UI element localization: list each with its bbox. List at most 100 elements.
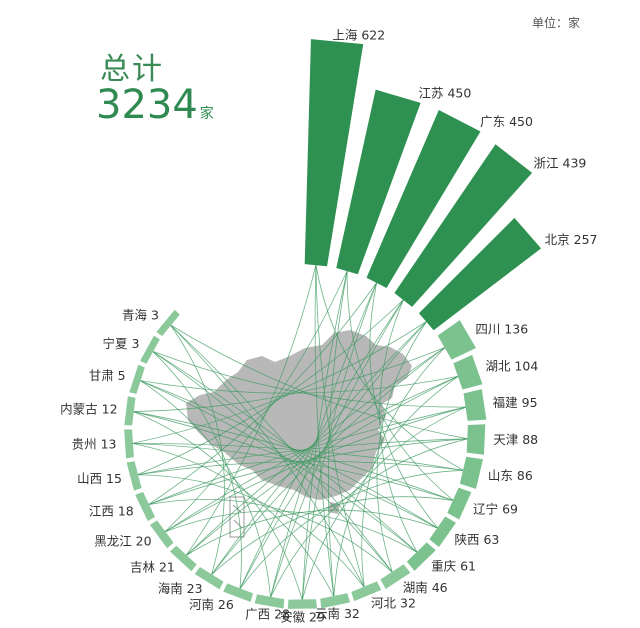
bar-北京 <box>418 217 542 331</box>
bar-label: 辽宁 69 <box>473 501 518 516</box>
bar-label: 贵州 13 <box>72 436 117 451</box>
connection-line <box>132 321 427 444</box>
connection-line <box>148 282 378 505</box>
bar-湖南 <box>380 564 411 589</box>
bar-label: 浙江 439 <box>534 155 587 170</box>
bar-福建 <box>463 389 487 421</box>
bar-吉林 <box>169 545 197 572</box>
bar-辽宁 <box>447 487 472 520</box>
connection-line <box>327 270 348 597</box>
bar-label: 上海 622 <box>332 27 385 42</box>
connection-line <box>140 375 459 394</box>
connection-line <box>132 442 454 501</box>
bar-江西 <box>135 491 156 522</box>
connection-line <box>137 299 404 476</box>
connection-line <box>152 350 393 573</box>
bar-山东 <box>459 456 483 489</box>
bar-上海 <box>304 39 364 267</box>
connection-line <box>164 406 467 533</box>
connection-line <box>164 510 418 553</box>
connection-line <box>137 460 464 476</box>
bar-安徽 <box>287 599 318 609</box>
connection-line <box>170 324 365 588</box>
connection-line <box>133 346 446 412</box>
connection-line <box>152 350 467 408</box>
bar-label: 吉林 21 <box>130 560 175 575</box>
bars <box>124 39 542 609</box>
bar-内蒙古 <box>124 396 136 426</box>
bar-label: 宁夏 3 <box>103 336 140 351</box>
bar-label: 云南 32 <box>315 606 360 621</box>
connection-line <box>152 351 242 589</box>
connection-line <box>164 270 348 533</box>
connection-line <box>211 347 446 576</box>
bar-label: 福建 95 <box>493 395 538 410</box>
connection-lines <box>132 264 468 601</box>
connection-line <box>148 499 393 573</box>
bar-label: 湖北 104 <box>485 359 538 374</box>
bar-label: 广西 28 <box>245 606 290 621</box>
bar-陕西 <box>429 516 456 548</box>
bar-label: 海南 23 <box>158 581 203 596</box>
bar-广西 <box>254 594 285 609</box>
bar-黑龙江 <box>149 520 174 549</box>
unit-label: 单位：家 <box>531 16 580 30</box>
bar-四川 <box>437 320 476 360</box>
bar-label: 陕西 63 <box>454 532 499 547</box>
connection-line <box>185 264 317 556</box>
connection-line <box>133 411 303 601</box>
connection-line <box>270 299 404 598</box>
bar-江苏 <box>336 89 421 275</box>
bar-label: 安徽 29 <box>280 609 325 624</box>
bar-label: 山西 15 <box>77 471 122 486</box>
connection-line <box>133 411 438 529</box>
bar-宁夏 <box>140 335 160 364</box>
bar-天津 <box>466 424 486 455</box>
connection-line <box>170 324 225 575</box>
connection-line <box>315 264 365 588</box>
bar-浙江 <box>394 144 533 307</box>
bar-label: 山东 86 <box>488 468 533 483</box>
bar-label: 河北 32 <box>371 595 416 610</box>
south-sea-inset <box>229 496 245 538</box>
total-value: 3234 <box>96 82 198 128</box>
connection-line <box>211 496 454 576</box>
bar-label: 青海 3 <box>122 307 159 322</box>
connection-line <box>132 442 335 597</box>
bar-label: 重庆 61 <box>431 559 476 574</box>
bar-label: 四川 136 <box>475 322 528 337</box>
connection-line <box>301 282 378 601</box>
bar-河北 <box>351 581 382 602</box>
connection-line <box>170 324 468 440</box>
bar-甘肃 <box>129 364 145 394</box>
bar-label: 甘肃 5 <box>89 368 126 383</box>
bar-广东 <box>366 110 481 288</box>
connection-line <box>239 321 427 590</box>
bar-重庆 <box>406 542 436 571</box>
bar-label: 河南 26 <box>189 597 234 612</box>
bar-湖北 <box>453 354 483 390</box>
connection-line <box>185 375 459 556</box>
bar-label: 天津 88 <box>493 432 538 447</box>
bar-label: 内蒙古 12 <box>60 402 117 417</box>
bar-label: 江苏 450 <box>418 86 471 101</box>
bar-青海 <box>156 309 180 337</box>
bar-label: 黑龙江 20 <box>94 534 151 549</box>
bar-山西 <box>126 461 142 491</box>
bar-海南 <box>194 566 224 590</box>
connection-line <box>148 438 468 505</box>
total-label: 总计 <box>100 52 164 87</box>
bar-labels: 上海 622 江苏 450 广东 450 浙江 439 北京 257 四川 136 湖北 1… <box>60 27 597 624</box>
connection-line <box>137 474 365 588</box>
total-unit: 家 <box>199 106 214 122</box>
connection-line <box>139 380 271 598</box>
connection-line <box>139 380 418 553</box>
bar-云南 <box>320 593 351 609</box>
bar-label: 湖南 46 <box>403 580 448 595</box>
total-value-block: 3234 家 <box>96 82 214 128</box>
bar-贵州 <box>124 429 134 459</box>
bar-label: 江西 18 <box>89 504 134 519</box>
connection-line <box>185 509 438 556</box>
bar-label: 广东 450 <box>480 114 533 129</box>
